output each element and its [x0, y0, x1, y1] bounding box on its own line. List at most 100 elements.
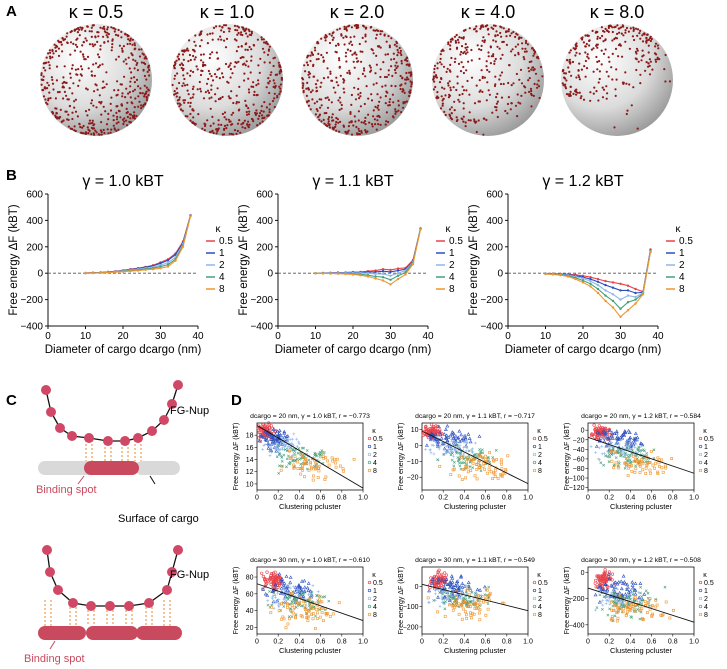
bead: [342, 81, 345, 84]
data-point: [450, 458, 454, 462]
data-point: [616, 616, 620, 620]
bead: [507, 81, 510, 85]
bead: [534, 72, 538, 75]
bead: [226, 80, 229, 83]
data-point: [649, 450, 653, 453]
bead: [194, 44, 197, 47]
data-point: [276, 432, 281, 437]
bead: [191, 96, 194, 99]
bead: [126, 115, 129, 119]
bead: [607, 56, 610, 59]
data-point: [458, 444, 462, 448]
data-point: [559, 274, 562, 277]
bead: [138, 100, 141, 103]
data-point: [338, 464, 342, 468]
bead: [106, 36, 109, 39]
data-point: [266, 579, 270, 583]
bead: [176, 99, 179, 102]
bead: [393, 68, 397, 72]
bead: [75, 28, 78, 31]
bead: [354, 120, 357, 123]
bead: [627, 30, 631, 33]
bead: [209, 124, 212, 127]
bead: [498, 78, 501, 81]
bead: [500, 71, 504, 74]
bead: [99, 44, 102, 47]
data-point: [271, 581, 275, 585]
y-tick-label: 600: [486, 190, 503, 201]
data-point: [620, 592, 625, 597]
bead: [408, 64, 411, 67]
data-point: [436, 434, 440, 438]
data-point: [599, 587, 604, 591]
bead: [115, 111, 118, 114]
data-point: [166, 265, 170, 268]
data-point: [645, 464, 649, 467]
bead: [605, 85, 608, 88]
bead: [101, 63, 104, 66]
data-point: [491, 477, 495, 480]
y-tick-label: 400: [26, 216, 43, 227]
bead: [439, 61, 442, 64]
bead: [257, 64, 260, 67]
bead: [75, 73, 78, 76]
data-point: [623, 581, 628, 586]
data-point: [619, 439, 623, 442]
bead: [458, 93, 461, 97]
data-point: [432, 443, 435, 447]
data-point: [470, 458, 474, 462]
data-point: [617, 601, 621, 605]
bead: [247, 107, 250, 110]
bead: [58, 90, 61, 94]
bead: [206, 42, 209, 45]
bead: [59, 115, 62, 119]
data-point: [389, 268, 392, 272]
data-point: [317, 594, 321, 598]
bead: [250, 30, 253, 33]
data-point: [630, 580, 635, 584]
bead: [274, 84, 277, 88]
data-point: [257, 436, 261, 440]
bead: [615, 68, 618, 71]
bead: [449, 86, 452, 89]
bead: [175, 95, 178, 98]
data-point: [455, 441, 459, 444]
bead: [642, 32, 645, 35]
data-point: [359, 274, 362, 277]
bead: [111, 46, 114, 49]
bead: [439, 53, 442, 56]
bead: [536, 55, 539, 59]
data-point: [603, 582, 608, 586]
bead: [384, 95, 387, 98]
data-point: [311, 474, 315, 478]
bead: [456, 38, 460, 42]
y-axis-label: Free energy ΔF (kBT): [8, 204, 20, 315]
bead: [648, 73, 652, 76]
bead: [143, 84, 146, 87]
data-point: [136, 269, 140, 272]
panel-d: dcargo = 20 nm, γ = 1.0 kBT, r = −0.7730…: [233, 413, 714, 655]
bead: [370, 93, 373, 96]
data-point: [144, 268, 147, 271]
bead: [229, 62, 232, 65]
bead: [494, 34, 497, 37]
bead: [229, 76, 232, 79]
y-tick-label: 0: [581, 570, 585, 577]
bead: [502, 40, 505, 44]
bead: [359, 50, 362, 53]
bead: [639, 73, 642, 76]
bead: [647, 44, 650, 47]
data-point: [404, 273, 407, 276]
bead: [80, 28, 83, 31]
bead: [246, 35, 249, 38]
bead: [334, 125, 337, 128]
bead: [48, 91, 51, 94]
data-point: [460, 581, 465, 585]
bead: [129, 117, 132, 120]
data-point: [321, 595, 325, 599]
bead: [357, 26, 360, 29]
bead: [92, 45, 95, 48]
data-point: [605, 590, 609, 594]
bead: [97, 133, 100, 136]
bead: [337, 121, 340, 124]
